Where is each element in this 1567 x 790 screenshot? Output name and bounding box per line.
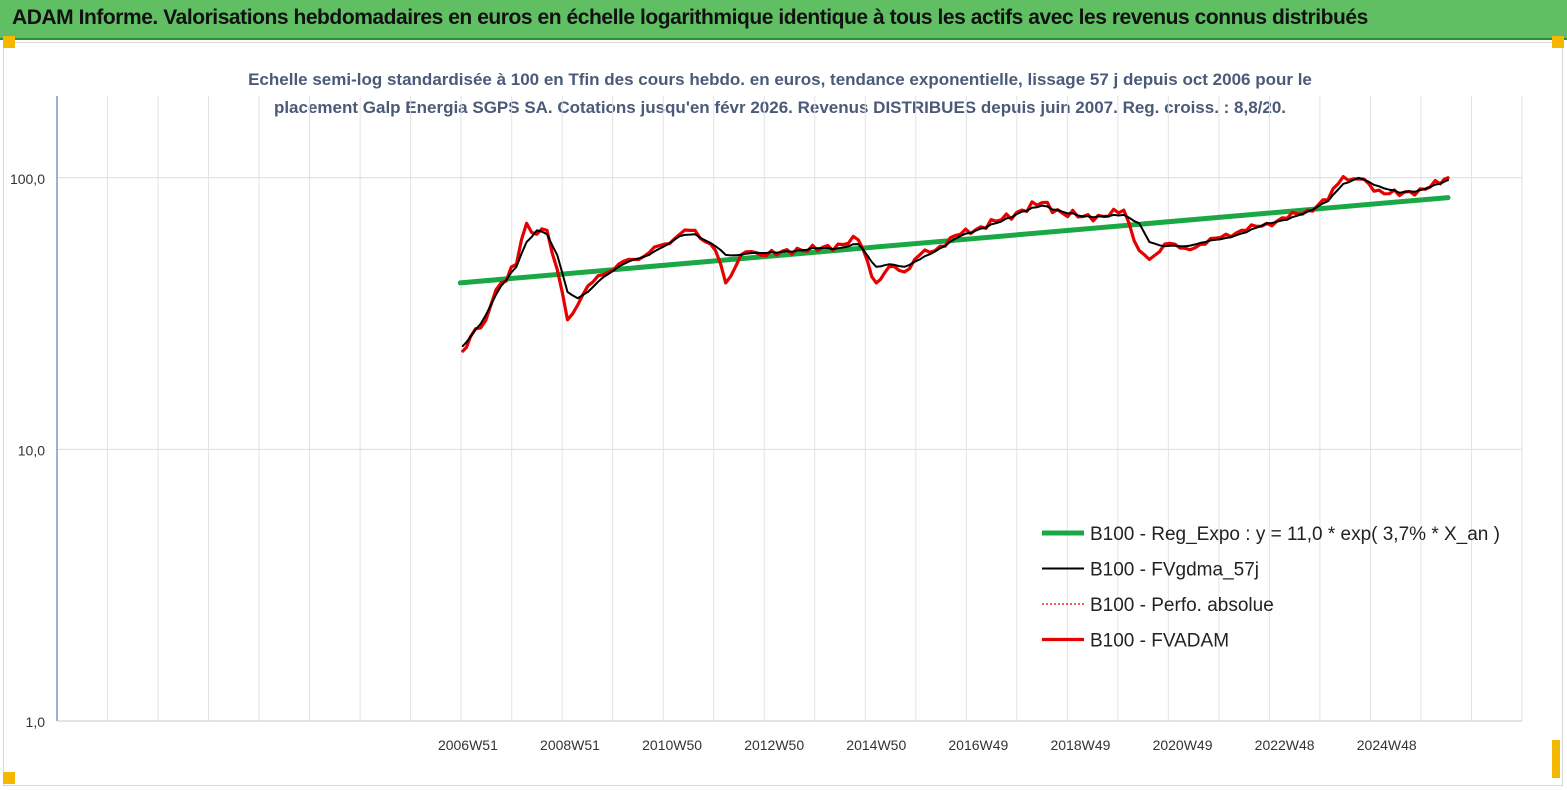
legend-label: B100 - Reg_Expo : y = 11,0 * exp( 3,7% *… [1090,524,1500,545]
corner-marker-bottom-right [1552,740,1560,778]
chart-title-line-1: Echelle semi-log standardisée à 100 en T… [248,70,1312,89]
x-tick-label: 2010W50 [642,737,702,753]
chart-title: Echelle semi-log standardisée à 100 en T… [180,66,1380,122]
y-tick-label: 1,0 [26,714,46,730]
x-tick-label: 2014W50 [846,737,906,753]
x-tick-label: 2008W51 [540,737,600,753]
corner-marker-bottom-left [3,772,15,784]
corner-marker-top-right [1552,36,1564,48]
corner-marker-top-left [3,36,15,48]
report-banner: ADAM Informe. Valorisations hebdomadaire… [0,0,1567,40]
y-tick-label: 10,0 [18,442,45,458]
series-line-thick [461,175,1450,353]
x-tick-label: 2016W49 [948,737,1008,753]
x-tick-label: 2012W50 [744,737,804,753]
legend: B100 - Reg_Expo : y = 11,0 * exp( 3,7% *… [1042,524,1500,652]
y-tick-label: 100,0 [10,171,45,187]
chart-title-line-2: placement Galp Energia SGPS SA. Cotation… [273,98,1287,117]
legend-label: B100 - Perfo. absolue [1090,595,1274,616]
series-line-smooth [461,176,1449,348]
report-title: ADAM Informe. Valorisations hebdomadaire… [12,6,1368,29]
legend-label: B100 - FVADAM [1090,631,1229,652]
series-line-dotted [462,176,1449,352]
x-tick-label: 2024W48 [1357,737,1417,753]
x-tick-label: 2018W49 [1050,737,1110,753]
x-tick-label: 2022W48 [1255,737,1315,753]
x-tick-label: 2006W51 [438,737,498,753]
legend-label: B100 - FVgdma_57j [1090,560,1259,581]
x-tick-label: 2020W49 [1153,737,1213,753]
chart-frame [3,42,1563,786]
